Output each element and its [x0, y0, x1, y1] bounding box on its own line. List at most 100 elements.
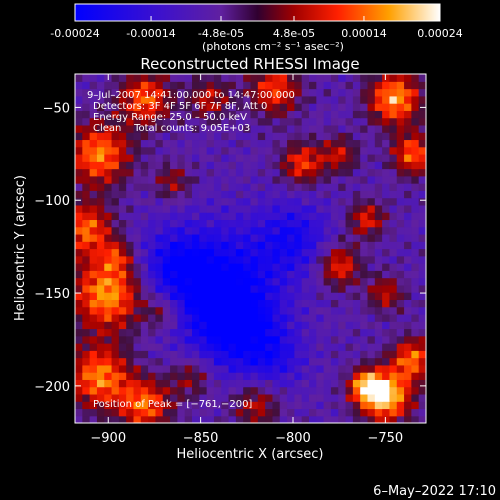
heatmap-cell — [338, 241, 347, 250]
heatmap-cell — [235, 292, 244, 300]
heatmap-cell — [221, 103, 230, 111]
heatmap-cell — [148, 350, 157, 359]
heatmap-cell — [177, 386, 186, 395]
heatmap-cell — [170, 401, 178, 410]
heatmap-cell — [206, 139, 215, 148]
heatmap-cell — [140, 241, 149, 250]
heatmap-cell — [184, 277, 193, 286]
heatmap-cell — [118, 81, 127, 90]
heatmap-cell — [330, 153, 339, 162]
heatmap-cell — [404, 321, 412, 330]
heatmap-cell — [184, 364, 193, 373]
heatmap-cell — [148, 364, 157, 373]
heatmap-cell — [199, 204, 208, 213]
heatmap-cell — [192, 328, 200, 337]
heatmap-cell — [404, 335, 412, 344]
heatmap-cell — [206, 401, 215, 410]
heatmap-cell — [118, 233, 127, 242]
heatmap-cell — [155, 139, 164, 148]
heatmap-cell — [272, 393, 281, 402]
heatmap-cell — [199, 212, 208, 221]
heatmap-cell — [257, 299, 266, 308]
heatmap-cell — [374, 226, 383, 235]
heatmap-cell — [301, 364, 310, 373]
heatmap-cell — [111, 292, 120, 300]
heatmap-cell — [389, 415, 398, 423]
heatmap-cell — [404, 153, 412, 162]
heatmap-cell — [133, 161, 142, 170]
heatmap-cell — [82, 263, 91, 271]
heatmap-cell — [279, 372, 288, 380]
heatmap-cell — [404, 393, 412, 402]
heatmap-cell — [82, 197, 91, 206]
heatmap-cell — [243, 284, 252, 293]
x-tick-label: −900 — [90, 431, 126, 446]
heatmap-cell — [330, 117, 339, 126]
heatmap-cell — [228, 248, 237, 257]
heatmap-cell — [360, 284, 369, 293]
heatmap-cell — [360, 226, 369, 235]
heatmap-cell — [89, 255, 98, 264]
heatmap-cell — [301, 241, 310, 250]
heatmap-cell — [411, 270, 420, 279]
heatmap-cell — [170, 110, 178, 119]
heatmap-cell — [330, 74, 339, 82]
heatmap-cell — [411, 372, 420, 380]
heatmap-cell — [118, 364, 127, 373]
heatmap-cell — [265, 357, 274, 366]
heatmap-cell — [184, 74, 193, 82]
heatmap-cell — [287, 204, 295, 213]
heatmap-cell — [360, 132, 369, 141]
heatmap-cell — [250, 401, 259, 410]
heatmap-cell — [389, 233, 398, 242]
heatmap-cell — [309, 117, 317, 126]
heatmap-cell — [316, 95, 325, 104]
annotation-peak-position: Position of Peak = [−761,−200] — [93, 399, 252, 410]
heatmap-cell — [206, 241, 215, 250]
heatmap-cell — [404, 124, 412, 133]
heatmap-cell — [75, 415, 83, 423]
heatmap-cell — [382, 292, 391, 300]
heatmap-cell — [404, 212, 412, 221]
heatmap-cell — [418, 357, 426, 366]
colorbar-tick-label: -4.8e-05 — [198, 27, 244, 40]
heatmap-cell — [75, 328, 83, 337]
heatmap-cell — [155, 212, 164, 221]
heatmap-cell — [389, 241, 398, 250]
heatmap-cell — [265, 364, 274, 373]
heatmap-cell — [228, 372, 237, 380]
heatmap-cell — [133, 226, 142, 235]
heatmap-cell — [199, 146, 208, 155]
heatmap-cell — [155, 226, 164, 235]
heatmap-cell — [382, 364, 391, 373]
heatmap-cell — [272, 226, 281, 235]
heatmap-cell — [126, 364, 135, 373]
heatmap-cell — [330, 146, 339, 155]
heatmap-cell — [352, 270, 361, 279]
heatmap-cell — [374, 146, 383, 155]
heatmap-cell — [374, 306, 383, 315]
heatmap-cell — [265, 197, 274, 206]
heatmap-cell — [345, 270, 354, 279]
heatmap-cell — [389, 379, 398, 388]
heatmap-cell — [243, 313, 252, 322]
heatmap-cell — [301, 277, 310, 286]
heatmap-cell — [96, 183, 105, 191]
heatmap-cell — [177, 248, 186, 257]
heatmap-cell — [170, 313, 178, 322]
heatmap-cell — [418, 183, 426, 191]
heatmap-cell — [323, 328, 332, 337]
heatmap-cell — [404, 146, 412, 155]
heatmap-cell — [250, 81, 259, 90]
heatmap-cell — [177, 393, 186, 402]
heatmap-cell — [96, 74, 105, 82]
heatmap-cell — [309, 212, 317, 221]
heatmap-cell — [360, 204, 369, 213]
heatmap-cell — [75, 270, 83, 279]
heatmap-cell — [287, 299, 295, 308]
heatmap-cell — [250, 335, 259, 344]
heatmap-cell — [177, 379, 186, 388]
heatmap-cell — [177, 306, 186, 315]
heatmap-cell — [323, 190, 332, 199]
heatmap-cell — [155, 379, 164, 388]
